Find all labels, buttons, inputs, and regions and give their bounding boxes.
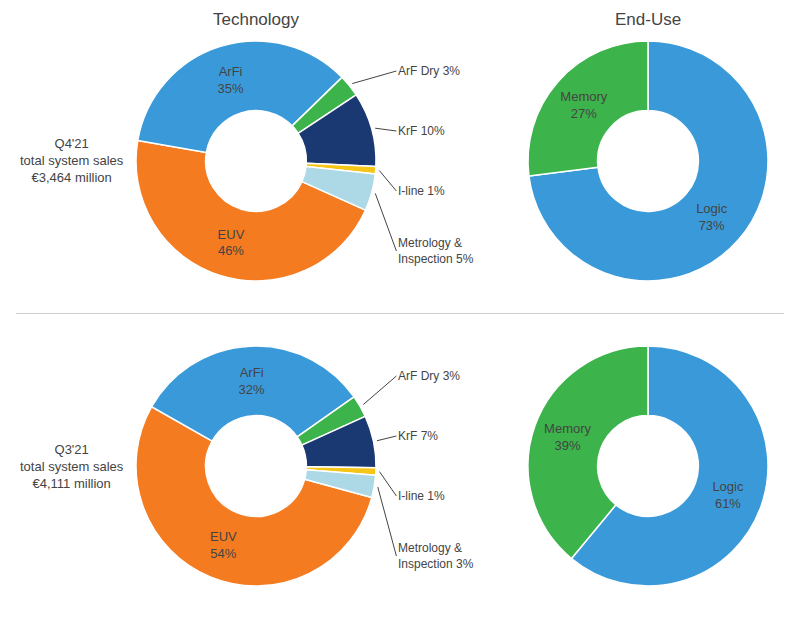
svg-text:Metrology &Inspection 3%: Metrology &Inspection 3% <box>398 541 474 571</box>
svg-text:ArF Dry 3%: ArF Dry 3% <box>398 369 460 383</box>
svg-text:EUV54%: EUV54% <box>210 529 237 561</box>
svg-text:Technology: Technology <box>213 10 300 29</box>
svg-text:Metrology &Inspection 5%: Metrology &Inspection 5% <box>398 236 474 266</box>
svg-text:KrF 10%: KrF 10% <box>398 124 445 138</box>
svg-text:Memory39%: Memory39% <box>544 421 591 453</box>
svg-text:Q3'21total system sales€4,111: Q3'21total system sales€4,111 million <box>20 442 124 491</box>
svg-text:Logic73%: Logic73% <box>696 201 728 233</box>
svg-text:I-line 1%: I-line 1% <box>398 489 445 503</box>
svg-text:ArFi32%: ArFi32% <box>239 365 265 397</box>
svg-text:KrF 7%: KrF 7% <box>398 429 438 443</box>
svg-text:EUV46%: EUV46% <box>218 227 245 259</box>
svg-text:I-line 1%: I-line 1% <box>398 184 445 198</box>
svg-text:End-Use: End-Use <box>615 10 681 29</box>
svg-text:Logic61%: Logic61% <box>712 479 744 511</box>
svg-text:Q4'21total system sales€3,464: Q4'21total system sales€3,464 million <box>20 136 124 185</box>
svg-text:ArF Dry 3%: ArF Dry 3% <box>398 64 460 78</box>
svg-text:Memory27%: Memory27% <box>560 89 607 121</box>
svg-text:ArFi35%: ArFi35% <box>218 64 244 96</box>
